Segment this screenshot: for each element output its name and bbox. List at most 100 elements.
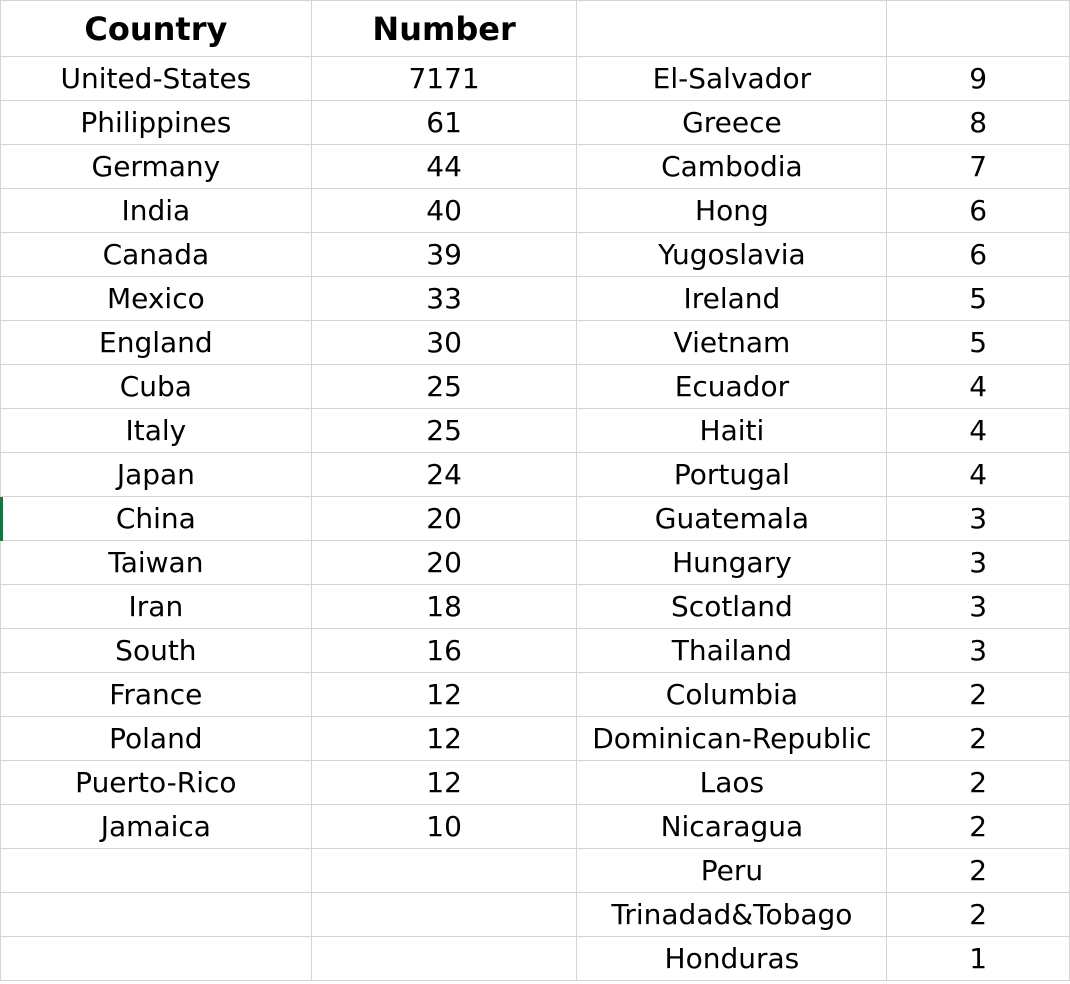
cell-number-2[interactable]: 3 <box>886 540 1070 585</box>
cell-country-2[interactable]: Guatemala <box>576 496 888 541</box>
header-cell-country[interactable]: Country <box>0 0 312 57</box>
header-cell-number-2[interactable] <box>886 0 1070 57</box>
cell-number-2[interactable]: 2 <box>886 760 1070 805</box>
cell-country[interactable]: Germany <box>0 144 312 189</box>
cell-country[interactable]: China <box>0 496 312 541</box>
header-cell-number[interactable]: Number <box>310 0 578 57</box>
cell-country-2[interactable]: Columbia <box>576 672 888 717</box>
cell-country-2[interactable]: Vietnam <box>576 320 888 365</box>
table-row: Iran 18 Scotland 3 <box>0 584 1070 629</box>
cell-number[interactable]: 44 <box>310 144 578 189</box>
cell-number[interactable]: 25 <box>310 408 578 453</box>
cell-country[interactable]: Iran <box>0 584 312 629</box>
cell-country[interactable] <box>0 848 312 893</box>
cell-number[interactable]: 20 <box>310 540 578 585</box>
cell-number[interactable]: 40 <box>310 188 578 233</box>
cell-country[interactable] <box>0 936 312 981</box>
cell-country[interactable]: France <box>0 672 312 717</box>
cell-country[interactable]: Puerto-Rico <box>0 760 312 805</box>
cell-country-2[interactable]: Nicaragua <box>576 804 888 849</box>
header-cell-country-2[interactable] <box>576 0 888 57</box>
table-row: Trinadad&Tobago 2 <box>0 892 1070 937</box>
table-row: United-States 7171 El-Salvador 9 <box>0 56 1070 101</box>
cell-number[interactable]: 12 <box>310 760 578 805</box>
cell-number[interactable]: 25 <box>310 364 578 409</box>
cell-country-2[interactable]: Laos <box>576 760 888 805</box>
cell-country-2[interactable]: Ecuador <box>576 364 888 409</box>
cell-number[interactable] <box>310 848 578 893</box>
table-row: Honduras 1 <box>0 936 1070 981</box>
cell-country-2[interactable]: Hong <box>576 188 888 233</box>
cell-country[interactable]: India <box>0 188 312 233</box>
table-row: Canada 39 Yugoslavia 6 <box>0 232 1070 277</box>
cell-number-2[interactable]: 3 <box>886 628 1070 673</box>
cell-number[interactable]: 18 <box>310 584 578 629</box>
cell-number[interactable]: 39 <box>310 232 578 277</box>
cell-country-2[interactable]: Haiti <box>576 408 888 453</box>
table-row: Taiwan 20 Hungary 3 <box>0 540 1070 585</box>
cell-number[interactable]: 33 <box>310 276 578 321</box>
cell-number[interactable]: 10 <box>310 804 578 849</box>
cell-number-2[interactable]: 5 <box>886 320 1070 365</box>
cell-country-2[interactable]: Honduras <box>576 936 888 981</box>
cell-country-2[interactable]: Greece <box>576 100 888 145</box>
cell-number-2[interactable]: 2 <box>886 716 1070 761</box>
cell-number-2[interactable]: 5 <box>886 276 1070 321</box>
header-row: Country Number <box>0 0 1070 57</box>
cell-country-2[interactable]: Yugoslavia <box>576 232 888 277</box>
cell-number[interactable] <box>310 892 578 937</box>
cell-number[interactable]: 12 <box>310 716 578 761</box>
cell-country[interactable]: Italy <box>0 408 312 453</box>
cell-country[interactable]: Mexico <box>0 276 312 321</box>
cell-country-2[interactable]: Cambodia <box>576 144 888 189</box>
cell-number[interactable]: 16 <box>310 628 578 673</box>
cell-country-2[interactable]: El-Salvador <box>576 56 888 101</box>
cell-country[interactable] <box>0 892 312 937</box>
cell-number-2[interactable]: 6 <box>886 232 1070 277</box>
cell-country-2[interactable]: Trinadad&Tobago <box>576 892 888 937</box>
cell-number-2[interactable]: 4 <box>886 408 1070 453</box>
cell-number[interactable]: 30 <box>310 320 578 365</box>
table-row: India 40 Hong 6 <box>0 188 1070 233</box>
cell-country[interactable]: Cuba <box>0 364 312 409</box>
cell-number-2[interactable]: 3 <box>886 496 1070 541</box>
cell-country[interactable]: Jamaica <box>0 804 312 849</box>
table-row: Puerto-Rico 12 Laos 2 <box>0 760 1070 805</box>
table-row: South 16 Thailand 3 <box>0 628 1070 673</box>
cell-country[interactable]: England <box>0 320 312 365</box>
cell-number[interactable]: 61 <box>310 100 578 145</box>
cell-number-2[interactable]: 9 <box>886 56 1070 101</box>
cell-country-2[interactable]: Peru <box>576 848 888 893</box>
cell-number-2[interactable]: 2 <box>886 804 1070 849</box>
cell-number-2[interactable]: 1 <box>886 936 1070 981</box>
cell-number-2[interactable]: 6 <box>886 188 1070 233</box>
cell-number-2[interactable]: 3 <box>886 584 1070 629</box>
cell-number-2[interactable]: 8 <box>886 100 1070 145</box>
cell-country[interactable]: Taiwan <box>0 540 312 585</box>
cell-country-2[interactable]: Dominican-Republic <box>576 716 888 761</box>
cell-number[interactable]: 12 <box>310 672 578 717</box>
cell-number-2[interactable]: 2 <box>886 672 1070 717</box>
table-row: England 30 Vietnam 5 <box>0 320 1070 365</box>
cell-country[interactable]: Canada <box>0 232 312 277</box>
cell-number-2[interactable]: 2 <box>886 848 1070 893</box>
cell-country-2[interactable]: Hungary <box>576 540 888 585</box>
cell-country-2[interactable]: Ireland <box>576 276 888 321</box>
cell-country-2[interactable]: Portugal <box>576 452 888 497</box>
cell-number-2[interactable]: 2 <box>886 892 1070 937</box>
cell-country-2[interactable]: Scotland <box>576 584 888 629</box>
cell-country[interactable]: Japan <box>0 452 312 497</box>
cell-number[interactable]: 7171 <box>310 56 578 101</box>
cell-number-2[interactable]: 4 <box>886 452 1070 497</box>
cell-number-2[interactable]: 7 <box>886 144 1070 189</box>
cell-country-2[interactable]: Thailand <box>576 628 888 673</box>
cell-number[interactable] <box>310 936 578 981</box>
cell-number-2[interactable]: 4 <box>886 364 1070 409</box>
cell-country[interactable]: Philippines <box>0 100 312 145</box>
cell-number[interactable]: 24 <box>310 452 578 497</box>
cell-number[interactable]: 20 <box>310 496 578 541</box>
cell-country[interactable]: South <box>0 628 312 673</box>
cell-country[interactable]: Poland <box>0 716 312 761</box>
cell-country[interactable]: United-States <box>0 56 312 101</box>
